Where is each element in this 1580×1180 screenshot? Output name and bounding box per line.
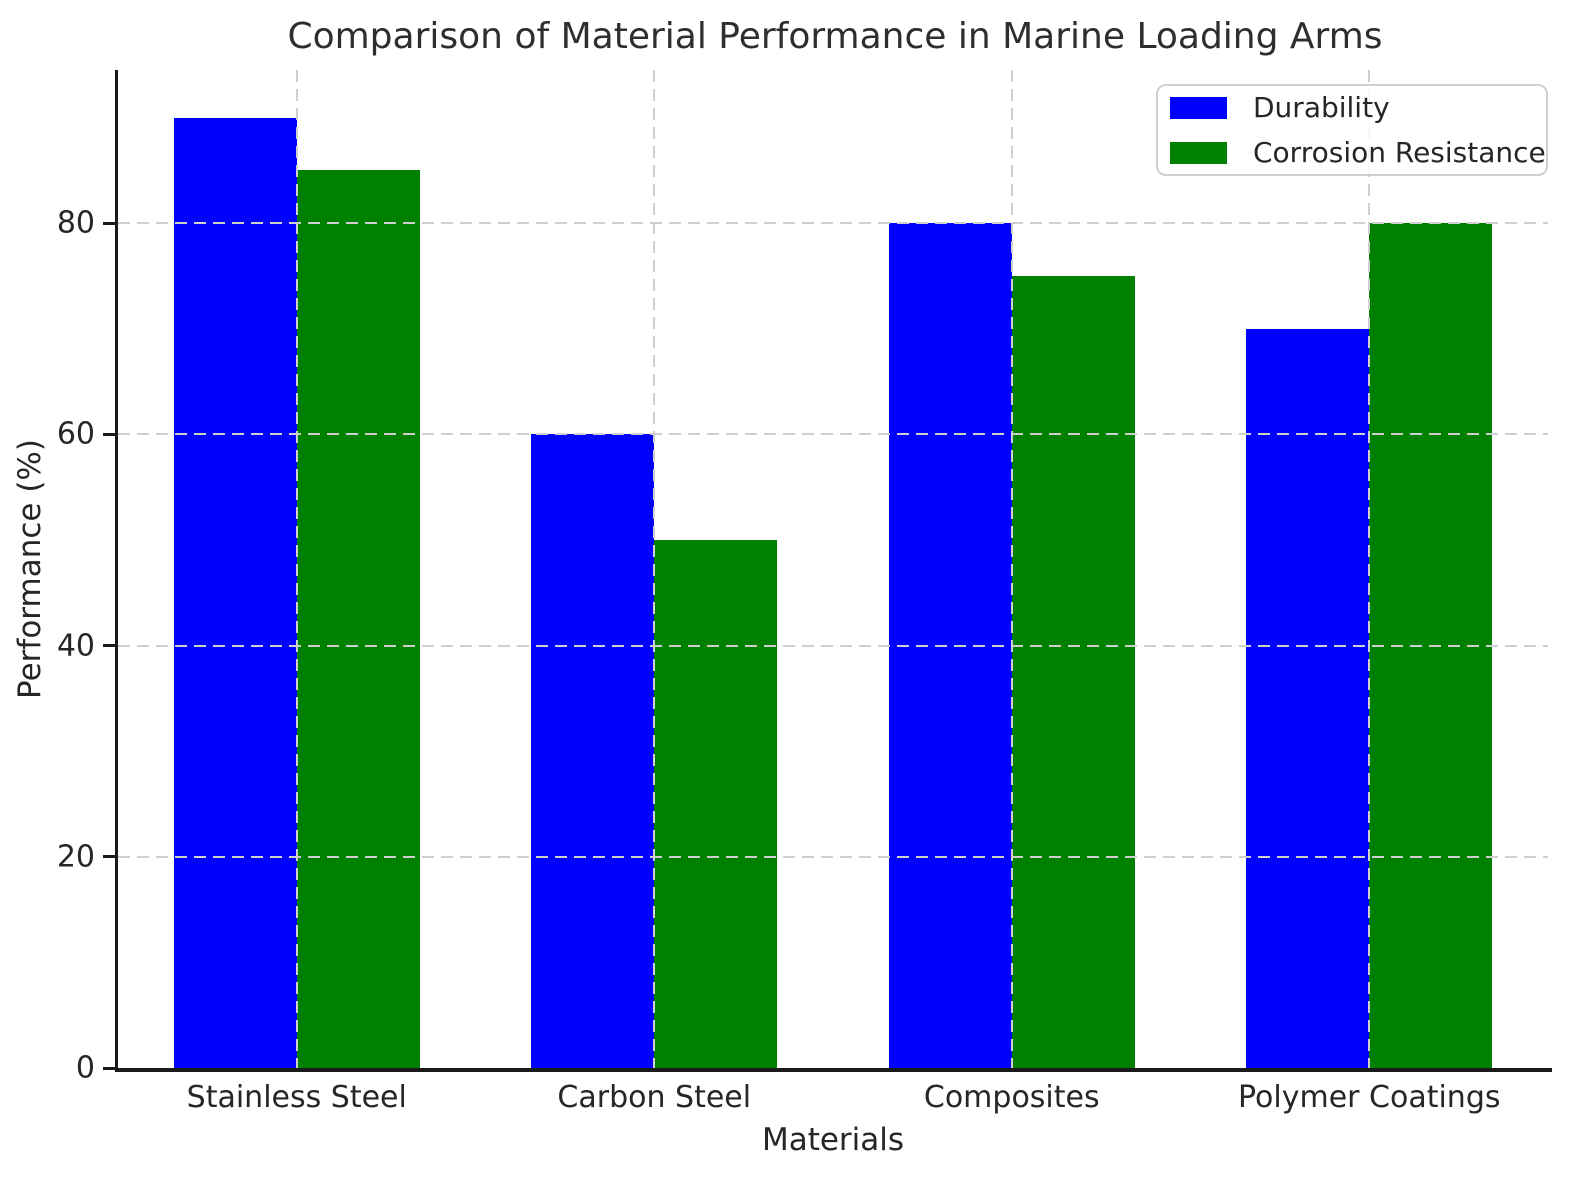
gridline-x-carbon-steel (653, 70, 656, 1068)
y-tick-label-40: 40 (56, 628, 95, 664)
gridline-y-40 (118, 644, 1548, 647)
gridline-x-stainless-steel (295, 70, 298, 1068)
legend: Durability Corrosion Resistance (1156, 84, 1548, 176)
y-tick-label-80: 80 (56, 205, 95, 241)
y-tick-label-0: 0 (75, 1050, 95, 1086)
plot-area (118, 70, 1548, 1068)
gridline-y-80 (118, 222, 1548, 225)
y-tick-mark-20 (103, 855, 115, 859)
y-tick-mark-40 (103, 644, 115, 648)
gridline-x-composites (1010, 70, 1013, 1068)
gridline-x-polymer-coatings (1368, 70, 1371, 1068)
legend-swatch-corrosion-resistance (1170, 141, 1227, 164)
gridline-y-20 (118, 855, 1548, 858)
x-tick-label-polymer-coatings: Polymer Coatings (1238, 1080, 1501, 1115)
bar-durability-stainless-steel (173, 117, 297, 1068)
legend-item-durability: Durability (1170, 91, 1534, 124)
y-tick-mark-0 (103, 1066, 115, 1070)
y-tick-mark-80 (103, 221, 115, 225)
x-tick-label-carbon-steel: Carbon Steel (557, 1080, 752, 1115)
x-tick-label-composites: Composites (923, 1080, 1100, 1115)
x-tick-label-stainless-steel: Stainless Steel (186, 1080, 407, 1115)
legend-label-corrosion-resistance: Corrosion Resistance (1253, 136, 1546, 169)
bar-corrosion-resistance-stainless-steel (296, 170, 420, 1068)
chart-title: Comparison of Material Performance in Ma… (287, 16, 1383, 57)
x-axis-spine (115, 1068, 1552, 1072)
y-tick-mark-60 (103, 432, 115, 436)
x-axis-label: Materials (761, 1122, 905, 1158)
legend-swatch-durability (1170, 96, 1227, 119)
bar-corrosion-resistance-carbon-steel (654, 539, 778, 1068)
bar-durability-carbon-steel (531, 434, 655, 1068)
bar-durability-polymer-coatings (1246, 328, 1370, 1068)
legend-label-durability: Durability (1253, 91, 1390, 124)
y-tick-label-60: 60 (56, 416, 95, 452)
gridline-y-60 (118, 433, 1548, 436)
bar-corrosion-resistance-composites (1011, 275, 1135, 1068)
legend-item-corrosion-resistance: Corrosion Resistance (1170, 136, 1546, 169)
y-axis-spine (115, 70, 118, 1072)
y-tick-label-20: 20 (56, 839, 95, 875)
